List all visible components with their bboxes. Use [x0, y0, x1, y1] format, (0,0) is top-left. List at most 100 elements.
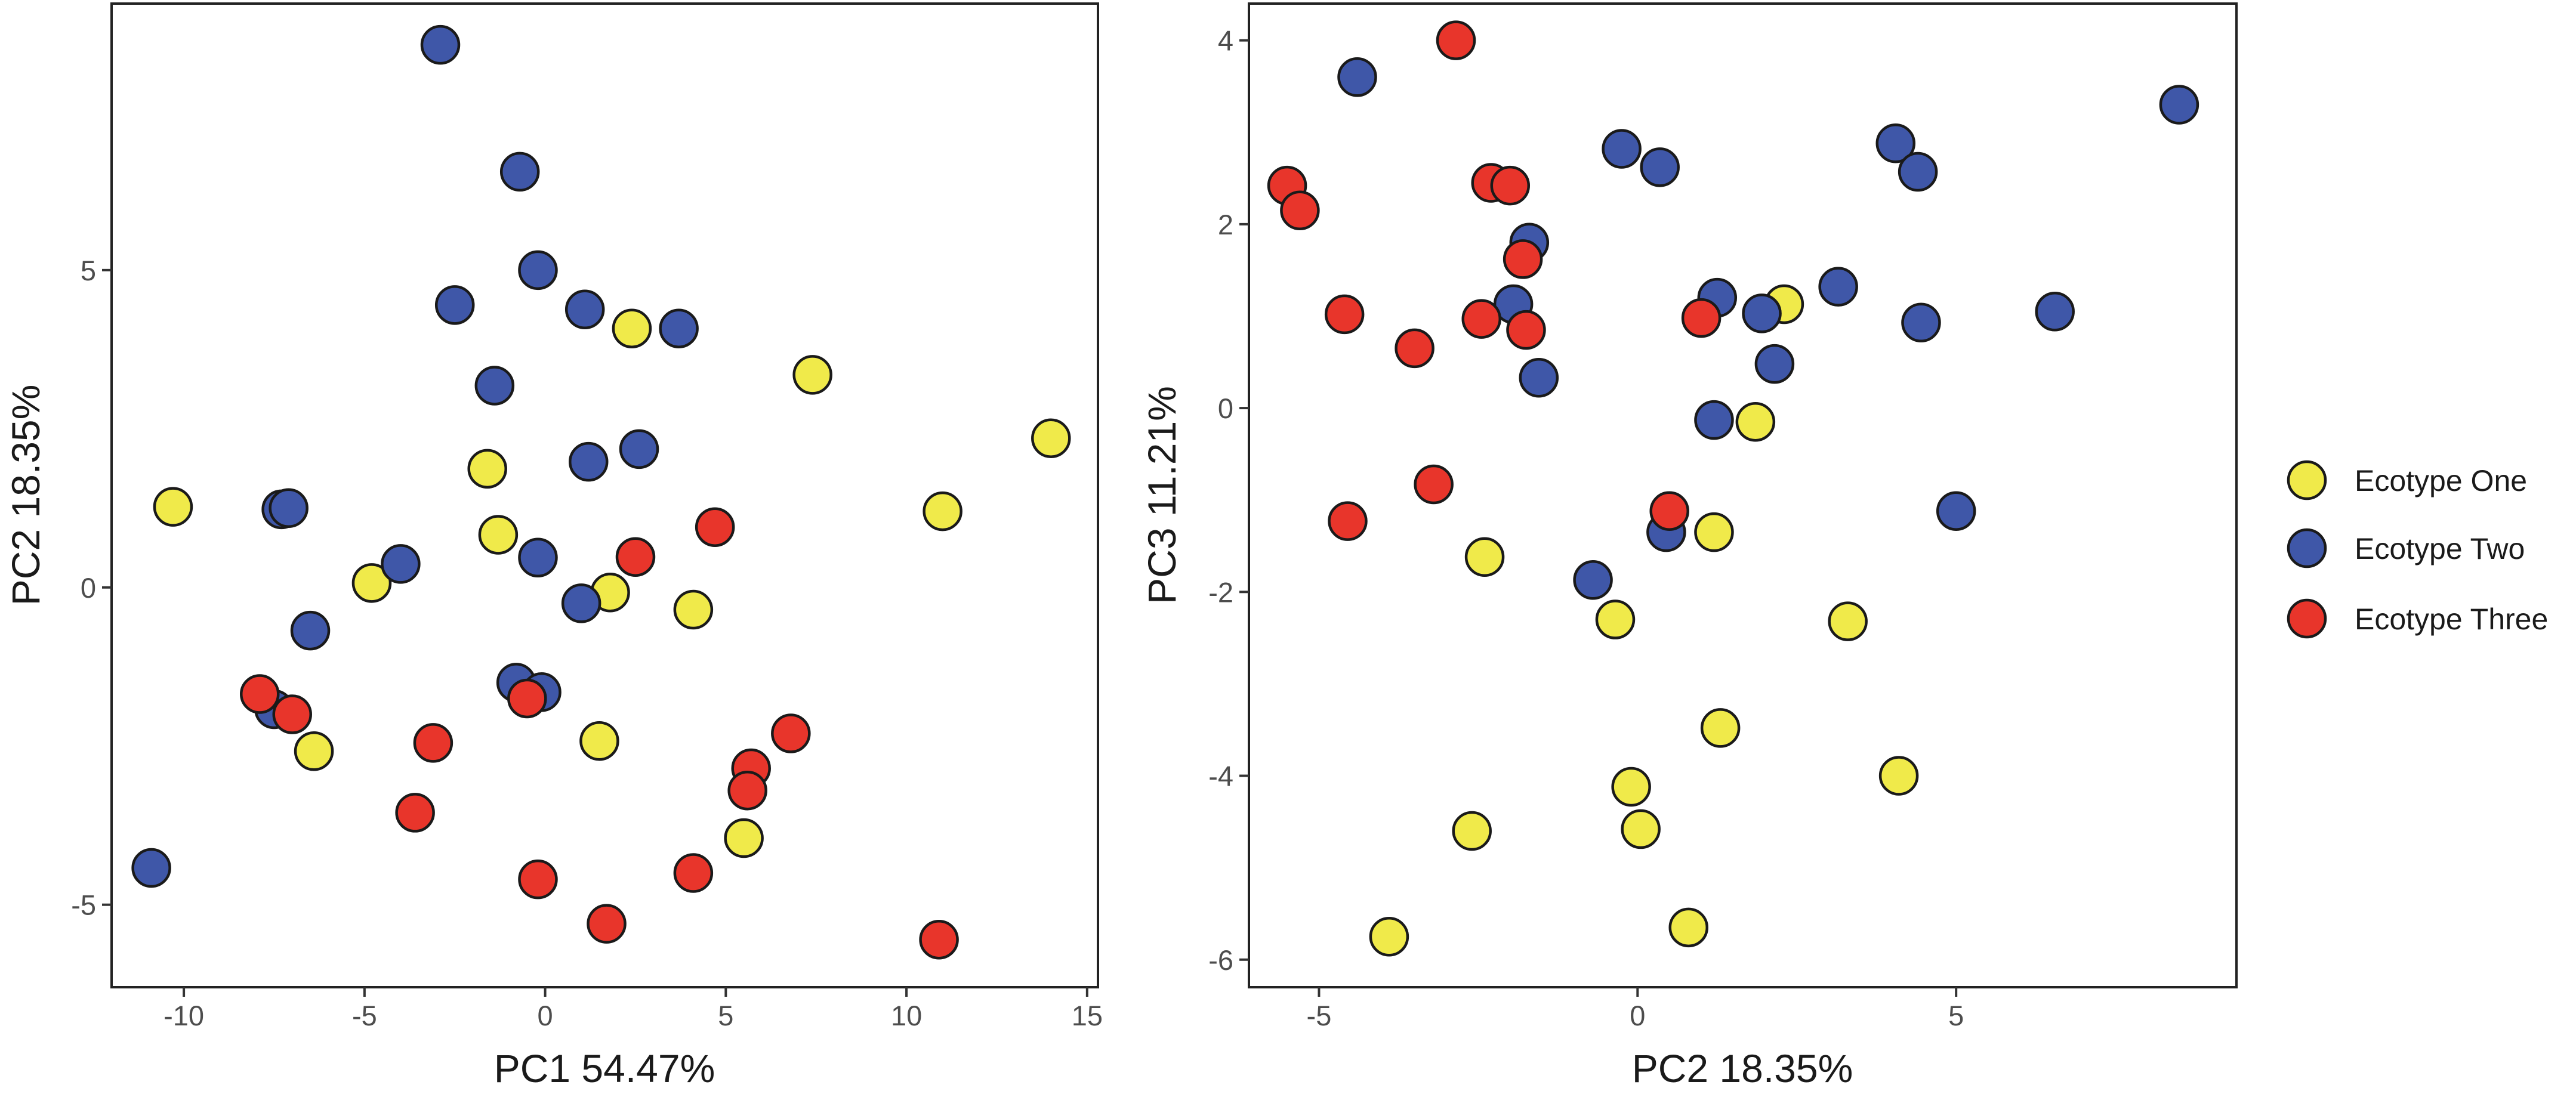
point-ecotype-two	[1337, 57, 1377, 97]
point-ecotype-one	[478, 515, 519, 555]
point-ecotype-one	[1031, 418, 1071, 459]
plot-area	[1248, 2, 2238, 988]
point-ecotype-three	[272, 694, 312, 734]
x-tick-label: 10	[891, 1000, 922, 1031]
point-ecotype-two	[561, 583, 601, 623]
point-ecotype-one	[1828, 601, 1868, 641]
legend-item-ecotype-three: Ecotype Three	[2287, 598, 2548, 639]
point-ecotype-one	[1369, 916, 1409, 957]
point-ecotype-two	[474, 366, 515, 406]
point-ecotype-three	[240, 674, 280, 714]
point-ecotype-two	[420, 24, 461, 65]
point-ecotype-one	[792, 355, 832, 395]
point-ecotype-two	[564, 289, 605, 330]
point-ecotype-three	[1503, 239, 1543, 279]
x-tick-label: 0	[1630, 1000, 1645, 1031]
y-axis-title: PC2 18.35%	[4, 385, 48, 606]
y-tick-label: -2	[1208, 576, 1233, 608]
point-ecotype-one	[1735, 401, 1776, 442]
legend-key-ecotype-three	[2287, 598, 2327, 639]
legend-label-ecotype-one: Ecotype One	[2355, 464, 2527, 497]
y-tick-label: 5	[81, 255, 96, 286]
y-tick-label: 0	[81, 572, 96, 604]
pca-panel-pc1-pc2: -10 -5 0 5 10 15 -5 0 5 PC1 54.47% PC2 18.35%	[4, 2, 1103, 1090]
point-ecotype-one	[1452, 811, 1492, 851]
point-ecotype-two	[1901, 302, 1941, 343]
point-ecotype-two	[269, 488, 308, 529]
point-ecotype-two	[1742, 293, 1782, 333]
x-axis-title: PC2 18.35%	[1632, 1046, 1853, 1090]
legend-item-ecotype-one: Ecotype One	[2287, 460, 2527, 500]
x-axis-title: PC1 54.47%	[494, 1046, 715, 1090]
y-tick-label: 2	[1218, 209, 1233, 240]
point-ecotype-three	[615, 537, 656, 577]
point-ecotype-two	[518, 537, 558, 578]
point-ecotype-two	[2159, 85, 2199, 125]
point-ecotype-two	[1936, 491, 1976, 531]
x-tick-label: -5	[1307, 1000, 1332, 1031]
y-tick-label: 4	[1218, 25, 1233, 57]
point-ecotype-one	[1668, 907, 1708, 948]
point-ecotype-one	[673, 589, 714, 630]
x-tick-label: -5	[352, 1000, 377, 1031]
x-tick-label: 5	[1948, 1000, 1964, 1031]
point-ecotype-one	[1611, 767, 1651, 807]
legend-label-ecotype-two: Ecotype Two	[2355, 532, 2525, 565]
y-tick-label: -6	[1208, 944, 1233, 976]
point-ecotype-one	[351, 563, 392, 603]
point-ecotype-one	[1694, 512, 1734, 552]
point-ecotype-two	[518, 250, 558, 291]
point-ecotype-one	[153, 487, 193, 527]
point-ecotype-three	[919, 919, 959, 960]
legend-key-ecotype-one	[2287, 460, 2327, 500]
point-ecotype-one	[1595, 599, 1636, 639]
legend-label-ecotype-three: Ecotype Three	[2355, 602, 2548, 636]
point-ecotype-two	[1875, 123, 1916, 163]
legend-key-ecotype-two	[2287, 528, 2327, 568]
point-ecotype-two	[434, 285, 475, 325]
point-ecotype-three	[1506, 310, 1546, 350]
point-ecotype-three	[1649, 491, 1689, 531]
point-ecotype-three	[727, 770, 767, 811]
point-ecotype-three	[1490, 165, 1531, 206]
point-ecotype-one	[612, 308, 652, 348]
point-ecotype-two	[131, 848, 171, 888]
y-tick-label: 0	[1218, 393, 1233, 424]
point-ecotype-two	[569, 441, 609, 482]
point-ecotype-three	[1436, 20, 1476, 60]
point-ecotype-two	[1818, 267, 1858, 307]
point-ecotype-three	[1328, 501, 1368, 541]
point-ecotype-three	[1324, 294, 1365, 335]
point-ecotype-three	[695, 507, 735, 547]
point-ecotype-three	[587, 904, 627, 944]
x-tick-label: 0	[538, 1000, 553, 1031]
y-tick-label: -5	[71, 889, 96, 921]
point-ecotype-two	[659, 308, 699, 348]
legend-item-ecotype-two: Ecotype Two	[2287, 528, 2525, 568]
point-ecotype-two	[1573, 560, 1613, 600]
point-ecotype-two	[1519, 357, 1559, 398]
point-ecotype-two	[1602, 129, 1642, 169]
point-ecotype-one	[923, 491, 962, 531]
point-ecotype-three	[1280, 190, 1320, 231]
point-ecotype-three	[1461, 299, 1501, 339]
point-ecotype-two	[1898, 152, 1938, 192]
point-ecotype-three	[507, 678, 547, 719]
point-ecotype-one	[724, 818, 764, 858]
point-ecotype-two	[290, 610, 331, 651]
x-tick-label: 5	[718, 1000, 733, 1031]
y-axis-title: PC3 11.21%	[1140, 386, 1184, 604]
point-ecotype-two	[1694, 400, 1734, 440]
point-ecotype-one	[579, 721, 619, 761]
legend: Ecotype One Ecotype Two Ecotype Three	[2287, 460, 2548, 639]
point-ecotype-two	[2035, 292, 2075, 332]
point-ecotype-two	[381, 544, 421, 584]
point-ecotype-three	[771, 713, 811, 753]
y-tick-label: -4	[1208, 761, 1233, 792]
point-ecotype-three	[518, 859, 558, 900]
x-tick-label: 15	[1072, 1000, 1103, 1031]
points-group	[131, 24, 1071, 960]
point-ecotype-two	[1754, 344, 1795, 384]
point-ecotype-two	[619, 429, 659, 469]
